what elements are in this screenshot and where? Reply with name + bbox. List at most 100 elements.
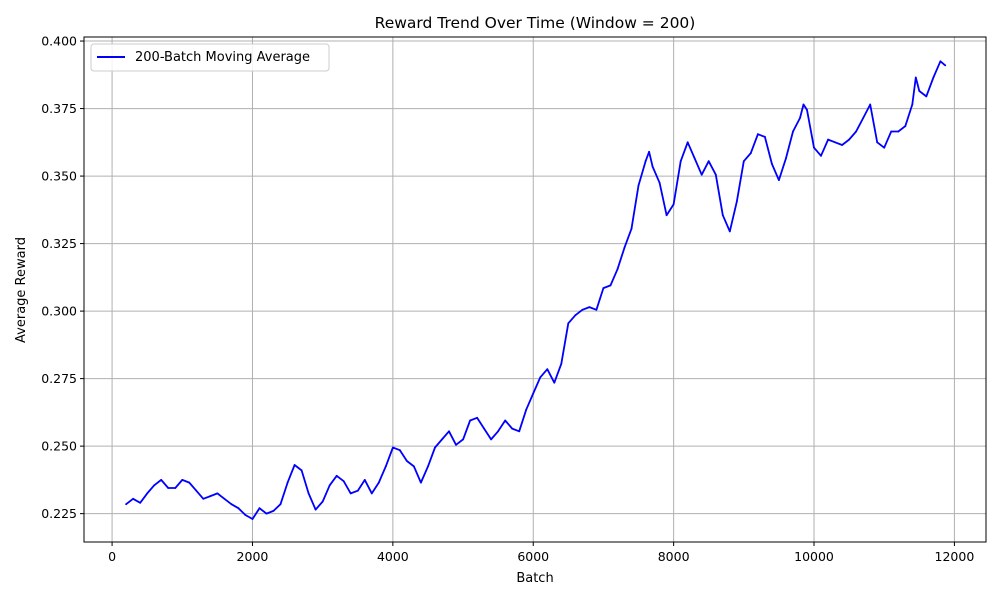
chart-title: Reward Trend Over Time (Window = 200) — [375, 14, 696, 32]
data-point — [778, 179, 780, 182]
data-point — [209, 495, 212, 497]
data-point — [286, 481, 289, 484]
data-point — [188, 481, 191, 484]
data-point — [223, 497, 226, 500]
data-point — [567, 322, 570, 325]
x-tick-label: 10000 — [794, 549, 834, 564]
data-point — [721, 214, 724, 217]
data-point — [476, 416, 478, 419]
data-point — [862, 117, 865, 119]
data-point — [504, 419, 507, 422]
data-point — [153, 484, 156, 487]
data-point — [553, 381, 556, 384]
data-point — [813, 146, 815, 149]
data-point — [904, 125, 907, 127]
data-point — [195, 489, 198, 492]
data-point — [802, 103, 805, 106]
data-point — [363, 479, 366, 481]
data-point — [648, 150, 650, 153]
data-point — [300, 469, 303, 472]
data-point — [314, 508, 317, 511]
data-point — [125, 503, 127, 506]
data-point — [293, 464, 296, 466]
data-point — [735, 200, 738, 203]
data-point — [265, 512, 268, 515]
data-point — [679, 160, 682, 163]
data-point — [518, 430, 521, 433]
data-point — [665, 214, 668, 217]
series-line — [125, 60, 946, 520]
data-point — [384, 465, 387, 468]
data-point — [728, 230, 731, 233]
y-axis-label: Average Reward — [14, 237, 29, 343]
x-tick-label: 0 — [108, 549, 116, 564]
data-point — [581, 308, 584, 311]
y-tick-label: 0.400 — [41, 34, 77, 49]
data-point — [427, 465, 429, 468]
data-point — [174, 487, 177, 489]
data-point — [356, 489, 359, 492]
grid — [84, 37, 986, 542]
x-tick-label: 12000 — [935, 549, 975, 564]
data-point — [539, 376, 542, 379]
data-point — [742, 160, 745, 163]
data-point — [595, 308, 598, 311]
data-point — [525, 408, 528, 411]
data-point — [749, 152, 752, 155]
data-point — [799, 117, 801, 119]
data-point — [623, 246, 626, 249]
data-point — [855, 130, 857, 133]
data-point — [672, 203, 675, 206]
data-point — [834, 141, 836, 144]
data-point — [876, 141, 879, 144]
data-point — [511, 427, 514, 430]
y-tick-label: 0.275 — [41, 371, 77, 386]
data-point — [911, 103, 914, 106]
data-point — [448, 430, 450, 433]
data-point — [441, 438, 443, 441]
data-point — [616, 268, 619, 271]
x-tick-label: 2000 — [237, 549, 269, 564]
data-point — [258, 507, 261, 510]
data-point — [651, 165, 654, 168]
x-tick-label: 6000 — [517, 549, 549, 564]
data-point — [167, 487, 170, 489]
data-point — [944, 64, 947, 67]
data-point — [132, 497, 135, 500]
data-point — [469, 419, 471, 422]
data-point — [455, 443, 457, 446]
data-point — [820, 154, 822, 157]
data-point — [560, 362, 563, 365]
data-point — [546, 368, 549, 371]
data-point — [202, 497, 205, 500]
data-point — [230, 503, 233, 506]
data-point — [883, 146, 886, 149]
data-point — [181, 479, 184, 481]
data-point — [897, 130, 900, 133]
y-tick-label: 0.300 — [41, 304, 77, 319]
data-point — [413, 465, 415, 468]
data-point — [244, 514, 247, 516]
data-point — [321, 500, 324, 503]
data-point — [914, 76, 917, 79]
data-point — [925, 95, 928, 98]
data-point — [406, 460, 408, 462]
plot-frame — [83, 36, 987, 543]
data-point — [939, 60, 942, 63]
data-point — [757, 133, 759, 136]
data-point — [392, 446, 394, 449]
data-point — [237, 507, 240, 510]
data-point — [792, 130, 794, 133]
data-point — [764, 136, 766, 138]
data-point — [272, 510, 275, 512]
data-point — [349, 492, 352, 495]
data-point — [574, 314, 577, 317]
data-point — [251, 518, 254, 520]
data-point — [483, 427, 485, 430]
data-point — [279, 503, 282, 506]
y-tick-label: 0.375 — [41, 101, 77, 116]
data-point — [588, 306, 591, 308]
data-point — [139, 501, 142, 504]
